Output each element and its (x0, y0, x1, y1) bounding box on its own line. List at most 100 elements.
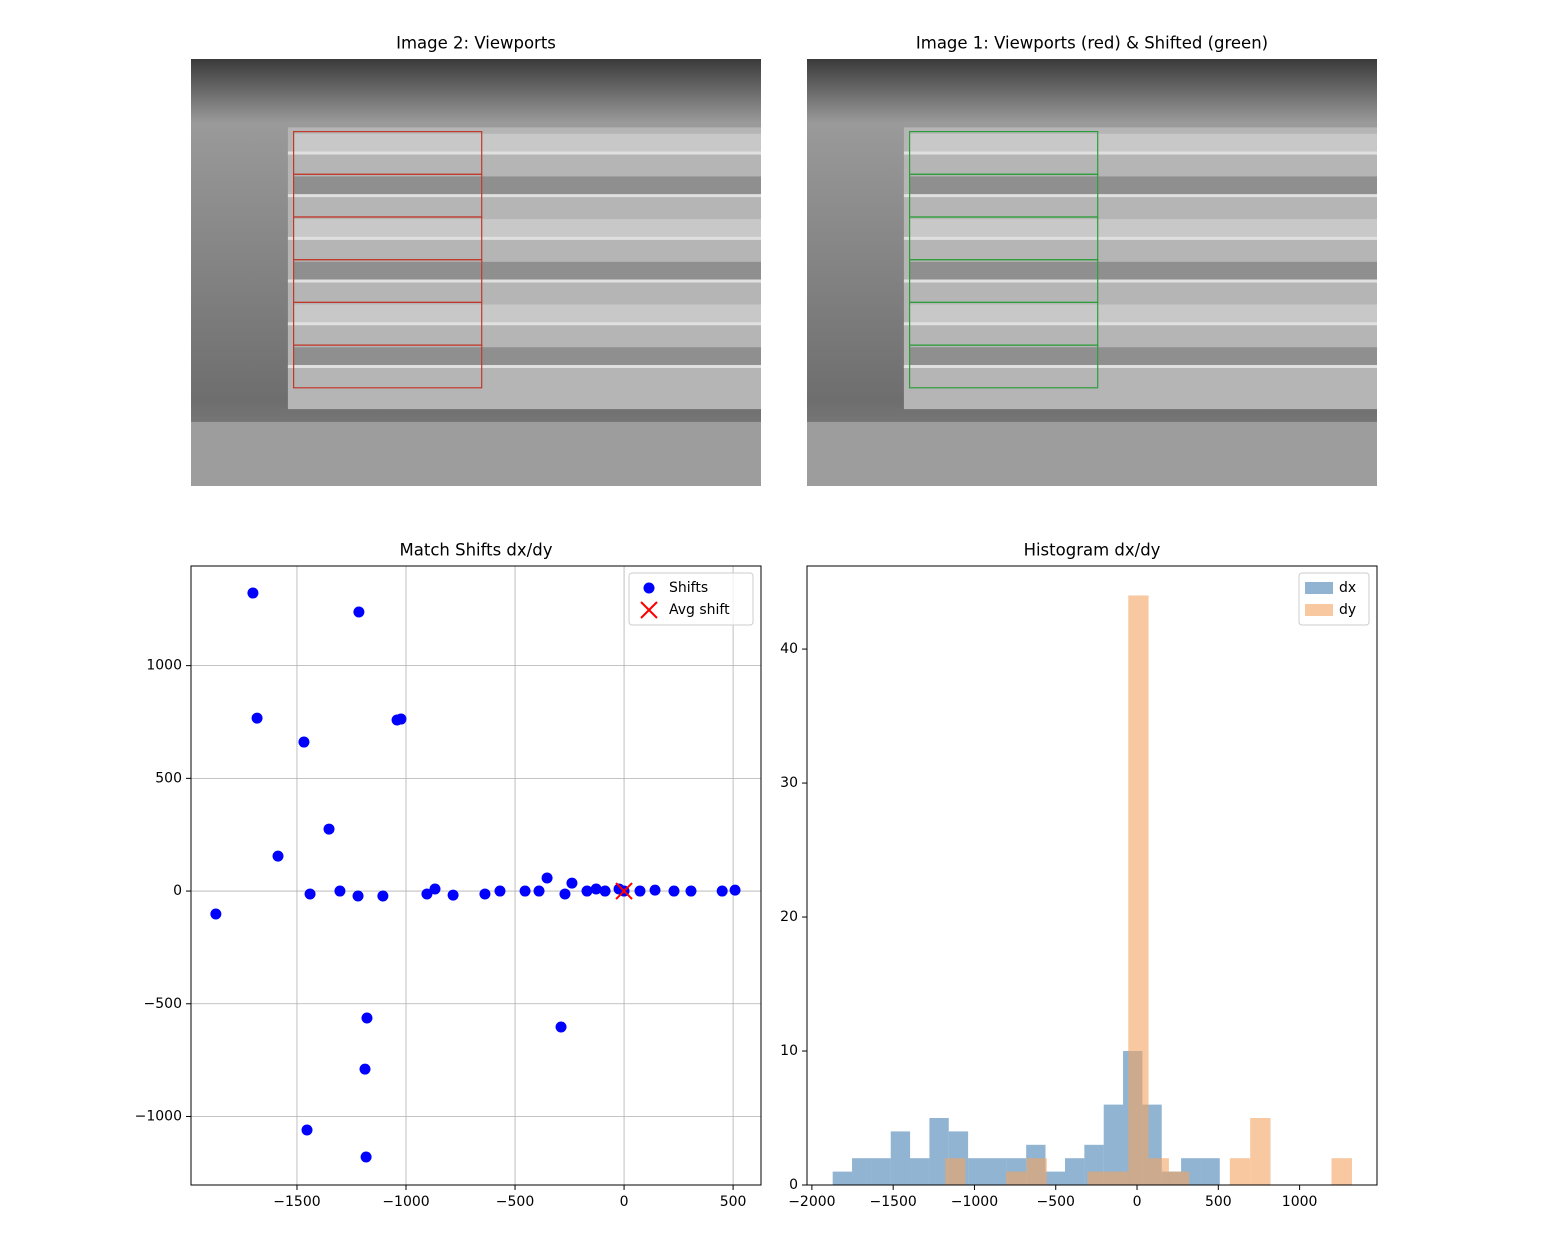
hist-bar (945, 1158, 966, 1185)
plot-frame (806, 565, 1378, 1186)
y-tick-label: 0 (789, 1177, 798, 1193)
point (479, 888, 491, 900)
y-tick-label: 40 (780, 641, 798, 657)
floor (807, 421, 1377, 486)
shelf-goods (293, 304, 761, 324)
hist-bar (1103, 1104, 1124, 1185)
point (541, 872, 553, 884)
hist-bar (1250, 1118, 1271, 1185)
y-tick-label: 0 (173, 883, 182, 899)
hist-bar (929, 1118, 949, 1185)
point (649, 884, 661, 896)
point (359, 1063, 371, 1075)
shelf-goods (293, 133, 761, 153)
hist-bar (1107, 1171, 1129, 1185)
subplot-title: Image 2: Viewports (396, 34, 556, 53)
plot-frame (190, 565, 762, 1186)
x-tick-label: 1000 (1282, 1194, 1318, 1210)
point (247, 587, 259, 599)
viewport-box (908, 344, 1099, 389)
point (729, 884, 741, 896)
y-tick-label: 30 (780, 775, 798, 791)
hist-bar (832, 1171, 853, 1185)
legend-label: dy (1339, 602, 1356, 618)
x-tick-label: −500 (1037, 1194, 1075, 1210)
point (429, 883, 441, 895)
avg-marker (615, 882, 633, 900)
hist-bar (890, 1131, 911, 1185)
shelf-goods (909, 219, 1377, 239)
point (323, 823, 335, 835)
hist-bar (1045, 1171, 1066, 1185)
subplot-title: Histogram dx/dy (1024, 541, 1161, 560)
hist-bar (910, 1158, 930, 1185)
point (272, 850, 284, 862)
point (377, 890, 389, 902)
hist-bar (968, 1158, 988, 1185)
legend-label: Avg shift (669, 602, 730, 618)
point (590, 883, 602, 895)
point (566, 877, 578, 889)
subplot-title: Match Shifts dx/dy (400, 541, 553, 560)
shelf-goods (909, 133, 1377, 153)
x-tick-label: 500 (720, 1194, 747, 1210)
hist-bar (987, 1158, 1007, 1185)
x-tick-label: 0 (620, 1194, 629, 1210)
shelf-goods (909, 176, 1377, 196)
x-marker-stroke (615, 882, 633, 900)
hist-bar (1200, 1158, 1220, 1185)
x-tick-label: −1000 (382, 1194, 429, 1210)
shelf-goods (293, 261, 761, 282)
legend-label: dx (1339, 580, 1356, 596)
point (668, 885, 680, 897)
y-tick-label: −1000 (135, 1108, 182, 1124)
point (447, 889, 459, 901)
legend-patch (1305, 604, 1333, 616)
point (559, 888, 571, 900)
point (301, 1124, 313, 1136)
hist-bar (1168, 1171, 1190, 1185)
point (352, 890, 364, 902)
x-marker-stroke (640, 601, 658, 619)
hist-bar (852, 1158, 872, 1185)
hist-bar (1128, 595, 1149, 1185)
legend-box (628, 572, 754, 626)
y-tick-label: 500 (155, 770, 182, 786)
x-tick-label: −2000 (788, 1194, 835, 1210)
y-tick-label: 1000 (146, 658, 182, 674)
point (304, 888, 316, 900)
y-tick-label: 20 (780, 909, 798, 925)
point (298, 736, 310, 748)
point (685, 885, 697, 897)
hist-bar (1087, 1171, 1108, 1185)
point (581, 885, 593, 897)
floor (191, 421, 761, 486)
point (421, 888, 433, 900)
x-tick-label: −500 (496, 1194, 534, 1210)
legend-box (1298, 572, 1370, 626)
hist-bar (1006, 1171, 1027, 1185)
hist-bar (1331, 1158, 1352, 1185)
shelf-goods (293, 176, 761, 196)
shelf-goods (909, 304, 1377, 324)
point (361, 1012, 373, 1024)
point (334, 885, 346, 897)
hist-bar (871, 1158, 891, 1185)
point (519, 885, 531, 897)
y-tick-label: −500 (144, 996, 182, 1012)
point (533, 885, 545, 897)
point (353, 606, 365, 618)
viewport-box (293, 344, 483, 389)
shelf-goods (909, 261, 1377, 282)
point (716, 885, 728, 897)
point (555, 1021, 567, 1033)
x-tick-label: 0 (1133, 1194, 1142, 1210)
point (251, 712, 263, 724)
hist-bar (1026, 1158, 1047, 1185)
x-tick-label: −1500 (869, 1194, 916, 1210)
shelf-goods (293, 219, 761, 239)
shelf-goods (909, 347, 1377, 367)
legend-label: Shifts (669, 580, 708, 596)
point (210, 908, 222, 920)
subplot-title: Image 1: Viewports (red) & Shifted (gree… (916, 34, 1268, 53)
